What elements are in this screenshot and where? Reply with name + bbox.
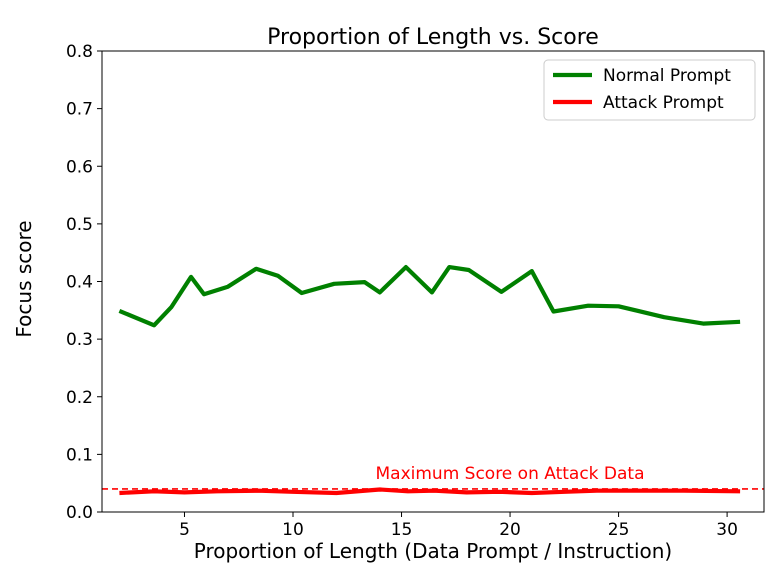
x-tick-label: 10 — [282, 520, 304, 540]
chart-title: Proportion of Length vs. Score — [267, 25, 599, 50]
reference-line-label: Maximum Score on Attack Data — [375, 464, 644, 484]
y-tick-label: 0.2 — [66, 388, 93, 408]
legend: Normal Prompt Attack Prompt — [543, 59, 756, 121]
y-axis: 0.0 0.1 0.2 0.3 0.4 0.5 0.6 0.7 0.8 — [66, 42, 102, 523]
legend-box — [543, 59, 756, 121]
x-tick-label: 5 — [179, 520, 190, 540]
y-tick-label: 0.4 — [66, 273, 93, 293]
y-tick-label: 0.8 — [66, 42, 93, 62]
plot-area: Maximum Score on Attack Data — [101, 50, 765, 513]
y-tick-label: 0.6 — [66, 157, 93, 177]
legend-label: Attack Prompt — [603, 93, 724, 113]
x-tick-label: 20 — [499, 520, 521, 540]
y-axis-label: Focus score — [12, 220, 36, 337]
x-tick-label: 25 — [608, 520, 630, 540]
x-tick-label: 30 — [716, 520, 738, 540]
series-line-attack-prompt — [119, 487, 741, 496]
y-tick-label: 0.5 — [66, 215, 93, 235]
x-axis-label: Proportion of Length (Data Prompt / Inst… — [194, 539, 673, 563]
x-tick-label: 15 — [391, 520, 413, 540]
x-axis: 5 10 15 20 25 30 — [179, 512, 738, 540]
y-tick-label: 0.0 — [66, 503, 93, 523]
legend-label: Normal Prompt — [603, 66, 731, 86]
y-tick-label: 0.1 — [66, 445, 93, 465]
series-line-normal-prompt — [118, 265, 741, 328]
y-tick-label: 0.7 — [66, 100, 93, 120]
y-tick-label: 0.3 — [66, 330, 93, 350]
